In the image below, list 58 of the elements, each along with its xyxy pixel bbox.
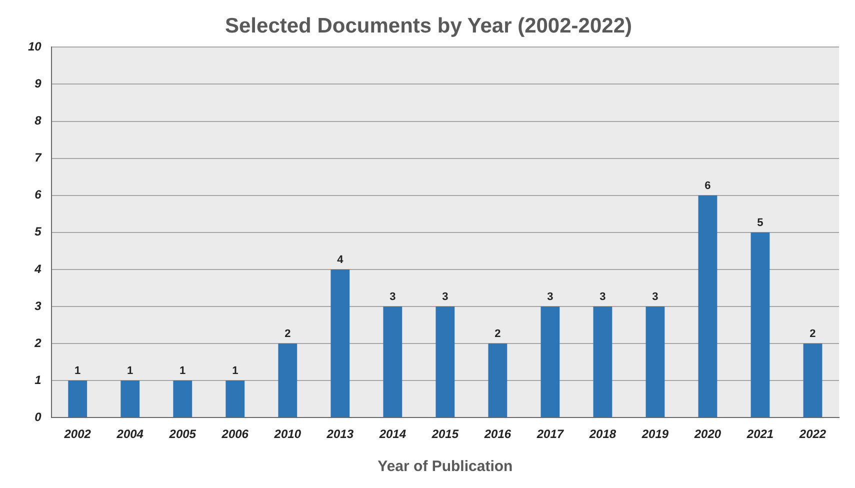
- data-label: 2: [284, 328, 291, 340]
- y-tick-label: 0: [34, 410, 42, 424]
- data-label: 2: [494, 328, 501, 340]
- y-tick-label: 10: [28, 40, 42, 54]
- y-tick-label: 4: [34, 262, 42, 276]
- bar: [803, 344, 822, 418]
- data-label: 3: [652, 291, 658, 304]
- bar: [540, 306, 560, 418]
- x-tick-label: 2020: [693, 427, 722, 442]
- data-label: 1: [232, 365, 238, 378]
- x-tick-label: 2021: [746, 427, 774, 442]
- data-label: 1: [180, 365, 186, 378]
- data-label: 2: [810, 328, 816, 340]
- bar: [488, 344, 508, 418]
- x-tick-label: 2010: [273, 427, 302, 442]
- x-tick-label: 2019: [640, 427, 669, 442]
- data-label: 4: [337, 254, 344, 266]
- y-tick-label: 8: [34, 114, 42, 128]
- x-tick-label: 2014: [378, 427, 406, 442]
- x-tick-label: 2022: [798, 427, 826, 442]
- chart-title: Selected Documents by Year (2002-2022): [225, 14, 632, 38]
- y-tick-label: 5: [34, 224, 42, 239]
- bar: [120, 380, 140, 418]
- x-tick-label: 2004: [116, 427, 144, 442]
- bar: [593, 306, 612, 418]
- bar: [68, 380, 88, 418]
- data-label: 6: [704, 180, 711, 192]
- data-label: 1: [127, 365, 134, 378]
- bar: [698, 195, 718, 418]
- y-tick-label: 9: [34, 76, 42, 91]
- data-label: 3: [390, 291, 396, 304]
- data-label: 3: [442, 291, 448, 304]
- y-tick-label: 3: [34, 298, 42, 313]
- x-tick-label: 2002: [63, 427, 92, 442]
- x-axis-title: Year of Publication: [378, 458, 513, 476]
- y-tick-label: 2: [34, 336, 42, 350]
- bar: [226, 380, 245, 418]
- x-tick-label: 2017: [536, 427, 565, 442]
- data-label: 1: [74, 365, 81, 378]
- x-tick-label: 2013: [326, 427, 354, 442]
- bar: [383, 306, 402, 418]
- x-tick-label: 2005: [168, 427, 196, 442]
- x-tick-label: 2016: [483, 427, 512, 442]
- data-label: 3: [600, 291, 606, 304]
- bar: [278, 344, 298, 418]
- y-tick-label: 7: [34, 150, 43, 165]
- bar: [330, 269, 350, 418]
- y-tick-label: 1: [34, 372, 42, 387]
- x-tick-label: 2015: [430, 427, 459, 442]
- x-tick-label: 2018: [588, 427, 616, 442]
- data-label: 3: [547, 291, 554, 304]
- x-tick-label: 2006: [220, 427, 249, 442]
- bar: [646, 306, 665, 418]
- bar: [173, 380, 192, 418]
- data-label: 5: [757, 216, 764, 229]
- y-tick-label: 6: [34, 188, 42, 202]
- bar: [436, 306, 455, 418]
- bar: [750, 232, 770, 418]
